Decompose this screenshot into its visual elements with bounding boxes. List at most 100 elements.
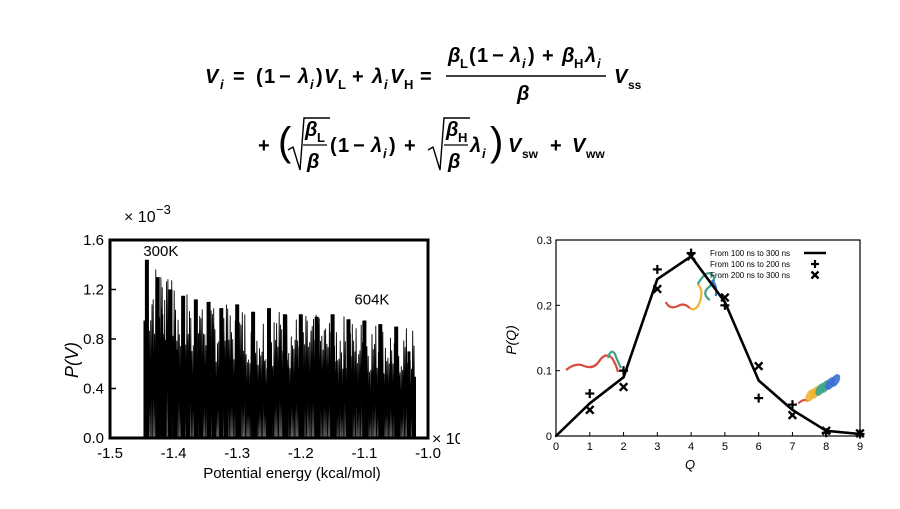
eq-one2: 1 (477, 45, 488, 67)
eq-l2: L (460, 56, 468, 71)
x-tick-label: -1.4 (161, 445, 187, 462)
legend-label-1: From 100 ns to 200 ns (710, 260, 790, 269)
eq-i6: i (383, 146, 387, 161)
x-tick-label: 8 (823, 441, 829, 453)
q-distribution-chart: 0 1 2 3 4 5 6 7 8 9 0 0.1 0.2 0.3 From 100 ns to 300… (480, 225, 870, 495)
line-point (656, 278, 659, 281)
eq-ww: ww (585, 147, 605, 161)
x-tick-label: -1.5 (97, 445, 123, 462)
eq-i2: i (310, 77, 314, 92)
x-tick-label: -1.1 (351, 445, 377, 462)
y-axis-label: P(Q) (503, 325, 519, 355)
x-tick-label: 4 (688, 441, 694, 453)
x-tick-label: 1 (587, 441, 593, 453)
line-point (791, 408, 794, 412)
plus-marker (754, 393, 764, 403)
eq-h: H (404, 77, 413, 92)
line-point (757, 379, 760, 382)
eq-i3: i (384, 77, 388, 92)
q-plot-frame (555, 239, 861, 437)
x-tick-label: 7 (789, 441, 795, 453)
eq-beta: β (447, 45, 460, 67)
x-tick-label: 9 (857, 441, 863, 453)
eq-ss: ss (628, 78, 642, 92)
y-tick-label: 0 (546, 431, 552, 443)
series-2 (585, 251, 865, 439)
peak-spikes (395, 328, 416, 439)
y-tick-label: 0.1 (537, 366, 552, 378)
eq-lp: ( (256, 66, 263, 88)
eq-v6: V (572, 135, 587, 157)
eq-plus2: + (542, 45, 554, 67)
x-tick-label: 0 (553, 441, 559, 453)
y-tick-label: 1.2 (83, 282, 104, 299)
eq-plus5: + (550, 135, 562, 157)
eq-minus: − (279, 66, 291, 88)
eq-equals: = (233, 66, 245, 88)
plus-marker (652, 264, 662, 274)
x-marker (754, 361, 764, 371)
energy-histogram-peaks (143, 259, 417, 439)
legend-label-2: From 200 ns to 300 ns (710, 271, 790, 280)
eq-v: V (205, 66, 220, 88)
eq-rp2: ) (528, 45, 535, 67)
y-tick-label: 0.2 (537, 300, 552, 312)
x-axis-label: Potential energy (kcal/mol) (203, 465, 381, 482)
eq-plus3: + (258, 135, 270, 157)
eq-rp: ) (316, 66, 323, 88)
y-tick-label: 0.8 (83, 331, 104, 348)
eq-v4: V (614, 66, 629, 88)
annotation-604k: 604K (354, 291, 389, 308)
eq-lp3: ( (278, 120, 292, 164)
y-tick-label: 0.4 (83, 381, 104, 398)
legend: From 100 ns to 300 ns From 100 ns to 200… (710, 249, 826, 280)
plus-marker (585, 389, 595, 399)
eq-beta3: β (304, 119, 317, 141)
y-tick-label: 0.3 (537, 235, 552, 247)
eq-beta4: β (306, 151, 319, 173)
eq-rp4: ) (490, 120, 503, 164)
x-marker (686, 251, 696, 261)
eq-beta6: β (447, 151, 460, 173)
energy-peak (394, 326, 417, 439)
legend-swatch-plus (811, 260, 819, 268)
plus-marker (619, 366, 629, 376)
y-multiplier: × 10 (124, 209, 156, 226)
x-tick-label: 5 (722, 441, 728, 453)
annotation-300k: 300K (143, 243, 178, 260)
y-axis-label: P(V) (62, 342, 82, 378)
series-1 (585, 248, 865, 439)
eq-sqrt-1 (287, 117, 330, 171)
eq-lambda5: λ (370, 135, 382, 157)
eq-i: i (220, 77, 224, 92)
x-marker (821, 426, 831, 436)
line-point (588, 402, 591, 405)
equation-svg: V i = ( 1 − λ i ) V L + λ i V H = β L ( … (205, 45, 642, 173)
line-point (554, 434, 558, 438)
x-tick-label: 6 (756, 441, 762, 453)
eq-l: L (338, 77, 346, 92)
legend-swatch-x (810, 270, 820, 280)
unfolded-protein-icon (565, 350, 622, 373)
x-axis-label: Q (685, 457, 695, 472)
eq-lambda3: λ (509, 45, 521, 67)
equation: V i = ( 1 − λ i ) V L + λ i V H = β L ( … (0, 0, 900, 200)
eq-beta5: β (445, 119, 458, 141)
eq-rp3: ) (389, 135, 396, 157)
line-point (622, 376, 625, 379)
x-marker (855, 428, 865, 439)
x-tick-label: 2 (620, 441, 626, 453)
protein-structure-icons (565, 272, 841, 405)
y-multiplier-exponent: −3 (156, 202, 171, 217)
eq-plus: + (352, 66, 364, 88)
eq-lambda2: λ (371, 66, 383, 88)
series-line (555, 254, 861, 437)
eq-lp2: ( (469, 45, 476, 67)
plus-marker (720, 300, 730, 310)
eq-plus4: + (404, 135, 416, 157)
x-marker (618, 382, 629, 392)
eq-i5: i (597, 56, 601, 71)
x-tick-label: -1.2 (288, 445, 314, 462)
x-marker (652, 284, 662, 294)
eq-sw: sw (522, 147, 539, 161)
